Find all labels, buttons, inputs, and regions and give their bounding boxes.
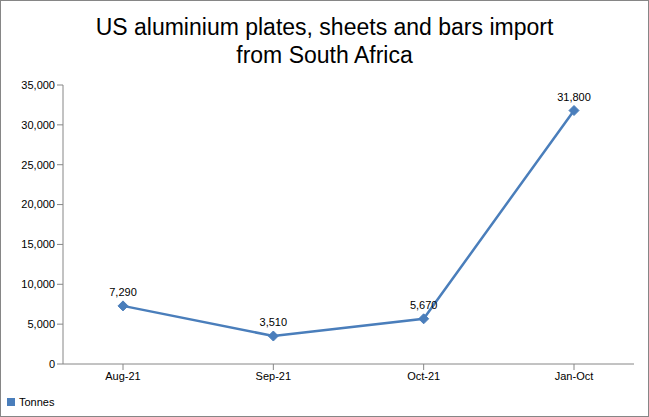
html-text:US aluminium plates, sheets an: US aluminium plates, sheets and bars imp…: [95, 14, 554, 68]
svg-text:20,000: 20,000: [21, 198, 55, 210]
svg-text:7,290: 7,290: [109, 286, 137, 298]
svg-text:15,000: 15,000: [21, 238, 55, 250]
svg-text:10,000: 10,000: [21, 278, 55, 290]
svg-text:30,000: 30,000: [21, 119, 55, 131]
svg-text:3,510: 3,510: [260, 316, 288, 328]
svg-text:Aug-21: Aug-21: [105, 370, 140, 382]
svg-text:25,000: 25,000: [21, 159, 55, 171]
svg-text:Jan-Oct: Jan-Oct: [555, 370, 594, 382]
svg-text:Oct-21: Oct-21: [407, 370, 440, 382]
html-text:Tonnes: Tonnes: [19, 396, 55, 408]
svg-text:Sep-21: Sep-21: [256, 370, 291, 382]
svg-text:31,800: 31,800: [557, 91, 591, 103]
svg-text:0: 0: [49, 358, 55, 370]
svg-text:5,000: 5,000: [27, 318, 55, 330]
svg-text:5,670: 5,670: [410, 299, 438, 311]
svg-text:35,000: 35,000: [21, 79, 55, 91]
